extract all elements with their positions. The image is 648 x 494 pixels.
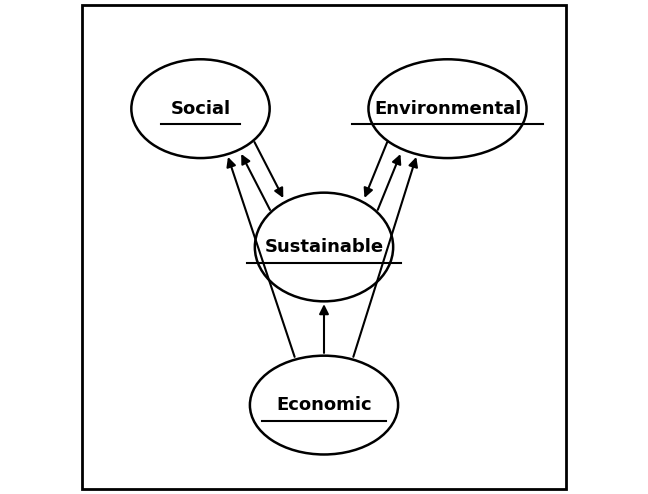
- Text: Sustainable: Sustainable: [264, 238, 384, 256]
- Text: Economic: Economic: [276, 396, 372, 414]
- Ellipse shape: [255, 193, 393, 301]
- Ellipse shape: [132, 59, 270, 158]
- Ellipse shape: [369, 59, 527, 158]
- Text: Social: Social: [170, 100, 231, 118]
- Ellipse shape: [250, 356, 398, 454]
- Text: Environmental: Environmental: [374, 100, 521, 118]
